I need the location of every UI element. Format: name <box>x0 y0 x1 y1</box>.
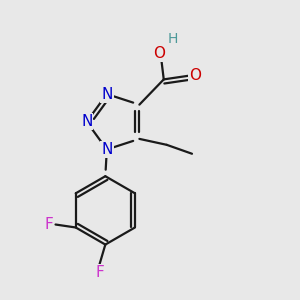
Text: N: N <box>101 87 112 102</box>
Text: N: N <box>101 142 112 157</box>
Text: O: O <box>154 46 166 61</box>
Text: F: F <box>95 265 104 280</box>
Text: O: O <box>189 68 201 83</box>
Text: F: F <box>45 217 53 232</box>
Text: H: H <box>168 32 178 46</box>
Text: N: N <box>81 114 92 129</box>
